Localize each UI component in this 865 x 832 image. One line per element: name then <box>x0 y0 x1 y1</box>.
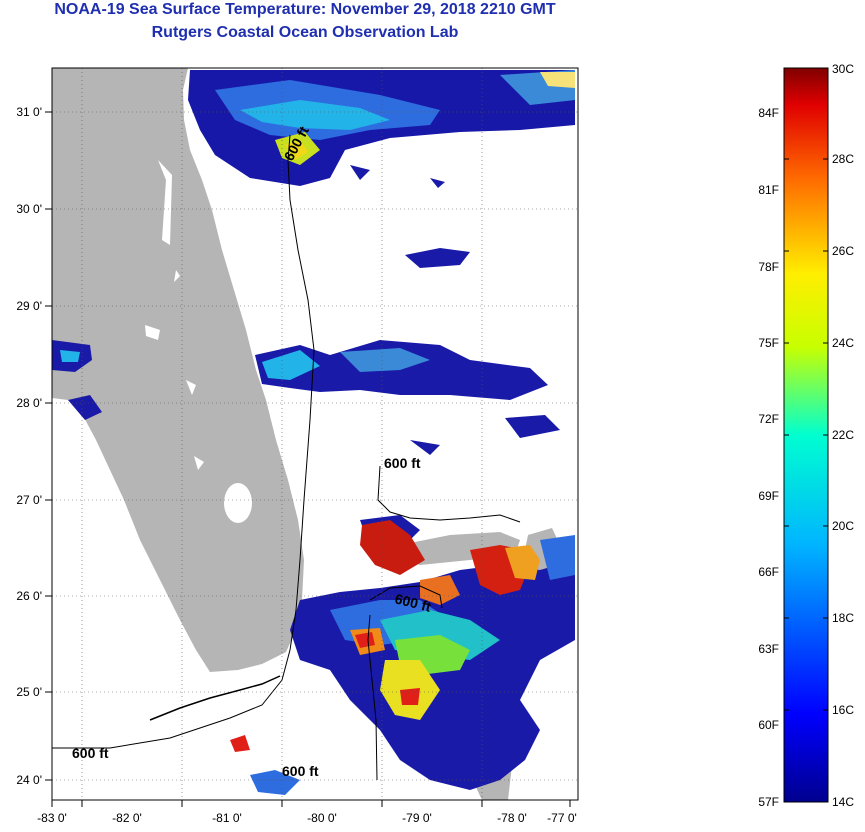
sst-north-band <box>188 70 575 268</box>
map-ticks <box>45 111 571 807</box>
lake-okeechobee <box>224 483 252 523</box>
colorbar-label-16c: 16C <box>832 703 854 717</box>
colorbar-label-28c: 28C <box>832 152 854 166</box>
map-title: NOAA-19 Sea Surface Temperature: Novembe… <box>54 1 556 18</box>
colorbar-label-30c: 30C <box>832 62 854 76</box>
colorbar-label-75f: 75F <box>758 336 779 350</box>
florida-keys <box>149 675 281 721</box>
colorbar-label-66f: 66F <box>758 565 779 579</box>
lat-label-29: 29 0' <box>16 299 42 313</box>
lon-label-82: -82 0' <box>112 811 142 825</box>
lat-label-24: 24 0' <box>16 773 42 787</box>
lon-label-80: -80 0' <box>307 811 337 825</box>
colorbar-label-20c: 20C <box>832 519 854 533</box>
map-border <box>51 67 579 801</box>
colorbar-label-78f: 78F <box>758 260 779 274</box>
colorbar-label-60f: 60F <box>758 718 779 732</box>
lat-label-26: 26 0' <box>16 589 42 603</box>
colorbar-label-72f: 72F <box>758 412 779 426</box>
colorbar-label-26c: 26C <box>832 244 854 258</box>
colorbar-ticks <box>784 158 828 711</box>
colorbar-label-69f: 69F <box>758 489 779 503</box>
contour-label-600ft-south: 600 ft <box>282 763 319 779</box>
sst-mid-band <box>255 340 560 455</box>
lon-label-77: -77 0' <box>547 811 577 825</box>
contour-label-600ft-bahama-bank: 600 ft <box>384 455 421 471</box>
lon-label-83: -83 0' <box>37 811 67 825</box>
lat-label-30: 30 0' <box>16 202 42 216</box>
sst-bahamas <box>230 515 575 795</box>
temperature-colorbar <box>783 67 829 803</box>
colorbar-label-84f: 84F <box>758 106 779 120</box>
map-subtitle: Rutgers Coastal Ocean Observation Lab <box>151 24 459 41</box>
isobath-600ft <box>52 134 521 781</box>
colorbar-label-14c: 14C <box>832 795 854 809</box>
contour-label-600ft-west: 600 ft <box>72 745 109 761</box>
colorbar-label-24c: 24C <box>832 336 854 350</box>
lat-label-31: 31 0' <box>16 105 42 119</box>
colorbar-label-81f: 81F <box>758 183 779 197</box>
lon-label-79: -79 0' <box>402 811 432 825</box>
colorbar-label-57f: 57F <box>758 795 779 809</box>
sst-gulf-coast <box>52 340 102 420</box>
colorbar-label-63f: 63F <box>758 642 779 656</box>
lat-label-28: 28 0' <box>16 396 42 410</box>
lon-label-78: -78 0' <box>497 811 527 825</box>
colorbar-label-18c: 18C <box>832 611 854 625</box>
lon-label-81: -81 0' <box>212 811 242 825</box>
lat-label-27: 27 0' <box>16 493 42 507</box>
lat-label-25: 25 0' <box>16 685 42 699</box>
colorbar-label-22c: 22C <box>832 428 854 442</box>
